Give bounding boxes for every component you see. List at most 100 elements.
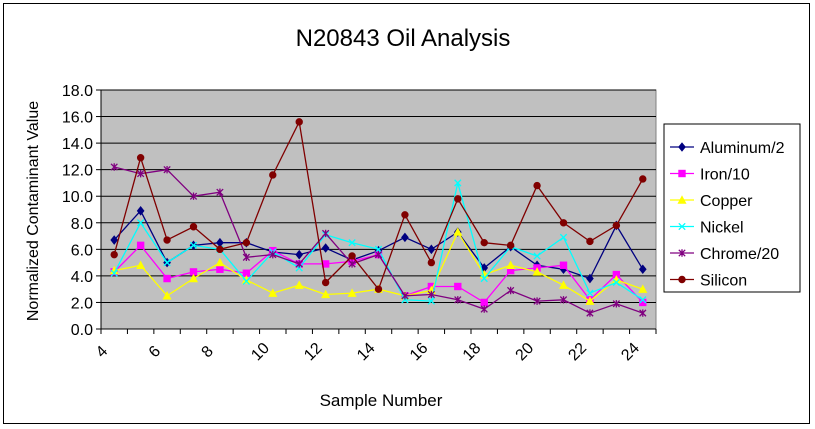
data-point bbox=[401, 232, 409, 243]
x-tick-label: 22 bbox=[565, 340, 590, 365]
data-point bbox=[559, 233, 568, 242]
data-point bbox=[216, 188, 224, 196]
data-point bbox=[454, 195, 462, 203]
x-tick-label: 4 bbox=[93, 343, 111, 361]
data-point bbox=[348, 252, 356, 260]
data-point bbox=[136, 260, 146, 269]
legend-box bbox=[663, 123, 801, 293]
y-axis-label: Normalized Contaminant Value bbox=[25, 101, 42, 321]
legend-entry: Copper bbox=[670, 193, 753, 210]
data-point bbox=[136, 219, 145, 227]
y-tick-label: 12.0 bbox=[62, 163, 93, 180]
data-point bbox=[163, 258, 171, 267]
data-point bbox=[295, 260, 303, 268]
data-point bbox=[401, 292, 409, 300]
data-point bbox=[163, 274, 171, 283]
data-point bbox=[215, 257, 225, 267]
data-point bbox=[216, 265, 224, 273]
x-tick-label: 18 bbox=[460, 340, 485, 365]
y-tick-label: 8.0 bbox=[71, 216, 93, 233]
data-point bbox=[506, 286, 515, 295]
data-point bbox=[586, 273, 594, 284]
data-point bbox=[110, 235, 119, 245]
y-tick-label: 2.0 bbox=[71, 295, 93, 312]
data-point bbox=[506, 260, 516, 269]
data-point bbox=[374, 250, 383, 259]
data-point bbox=[480, 298, 488, 307]
legend-label: Silicon bbox=[700, 273, 747, 290]
data-point bbox=[136, 154, 145, 162]
data-point bbox=[480, 238, 488, 247]
data-point bbox=[110, 163, 118, 171]
data-point bbox=[454, 179, 462, 187]
legend-entry: Nickel bbox=[670, 220, 744, 237]
data-point bbox=[162, 291, 172, 300]
data-point bbox=[242, 277, 251, 285]
y-axis-ticks: 0.0 2.0 4.0 6.0 8.0 10.0 12.0 14.0 16.0 18.0 bbox=[62, 83, 101, 339]
data-point bbox=[189, 192, 198, 200]
legend-label: Chrome/20 bbox=[700, 246, 779, 263]
series-layer bbox=[109, 118, 648, 317]
data-point bbox=[586, 309, 594, 317]
legend-label: Copper bbox=[700, 193, 753, 210]
data-point bbox=[268, 288, 278, 297]
data-point bbox=[321, 278, 330, 287]
legend-entry: Chrome/20 bbox=[670, 246, 779, 263]
legend-label: Nickel bbox=[700, 220, 744, 237]
data-point bbox=[427, 290, 436, 299]
data-point bbox=[242, 253, 251, 261]
x-axis-label: Sample Number bbox=[320, 391, 443, 410]
data-point bbox=[374, 285, 383, 293]
data-point bbox=[559, 261, 568, 269]
data-point bbox=[639, 309, 647, 317]
data-point bbox=[427, 244, 436, 255]
data-point bbox=[533, 181, 541, 190]
data-point bbox=[585, 296, 595, 305]
data-point bbox=[348, 239, 356, 247]
data-point bbox=[454, 296, 462, 304]
x-tick-label: 10 bbox=[248, 340, 273, 365]
data-point bbox=[480, 274, 488, 283]
data-point bbox=[586, 289, 594, 297]
y-tick-label: 14.0 bbox=[62, 136, 93, 153]
data-point bbox=[136, 169, 145, 178]
data-point bbox=[347, 288, 357, 297]
data-point bbox=[295, 249, 304, 260]
chart-title: N20843 Oil Analysis bbox=[296, 25, 511, 52]
data-point bbox=[163, 236, 171, 244]
data-point bbox=[639, 296, 647, 304]
data-point bbox=[136, 206, 145, 216]
data-point bbox=[612, 300, 621, 308]
y-tick-label: 18.0 bbox=[62, 83, 93, 100]
data-point bbox=[401, 211, 409, 219]
chart-frame: N20843 Oil Analysis 0.0 2.0 4.0 6.0 8.0 10.0 1… bbox=[3, 3, 810, 424]
series-6 bbox=[110, 118, 647, 293]
data-point bbox=[216, 245, 224, 254]
x-tick-label: 14 bbox=[354, 340, 379, 365]
data-point bbox=[110, 250, 118, 259]
plot-area bbox=[100, 89, 657, 330]
data-point bbox=[639, 175, 647, 183]
data-point bbox=[427, 258, 436, 267]
data-point bbox=[136, 241, 145, 250]
data-point bbox=[559, 219, 568, 227]
data-point bbox=[348, 260, 356, 268]
data-point bbox=[188, 273, 199, 283]
legend-swatch-marker bbox=[678, 169, 686, 178]
legend-entry: Iron/10 bbox=[670, 167, 750, 184]
data-point bbox=[269, 250, 277, 259]
x-tick-label: 6 bbox=[146, 343, 164, 361]
data-point bbox=[612, 278, 621, 287]
data-point bbox=[612, 221, 621, 230]
y-tick-label: 0.0 bbox=[71, 322, 93, 339]
legend-swatch-marker bbox=[678, 142, 686, 152]
data-point bbox=[321, 229, 330, 238]
x-tick-label: 8 bbox=[199, 343, 217, 361]
data-point bbox=[532, 267, 542, 276]
y-tick-label: 16.0 bbox=[62, 110, 93, 127]
data-point bbox=[189, 241, 198, 250]
chart-svg: N20843 Oil Analysis 0.0 2.0 4.0 6.0 8.0 10.0 1… bbox=[25, 25, 801, 410]
data-point bbox=[321, 289, 331, 299]
data-point bbox=[295, 118, 303, 126]
data-point bbox=[638, 264, 647, 275]
